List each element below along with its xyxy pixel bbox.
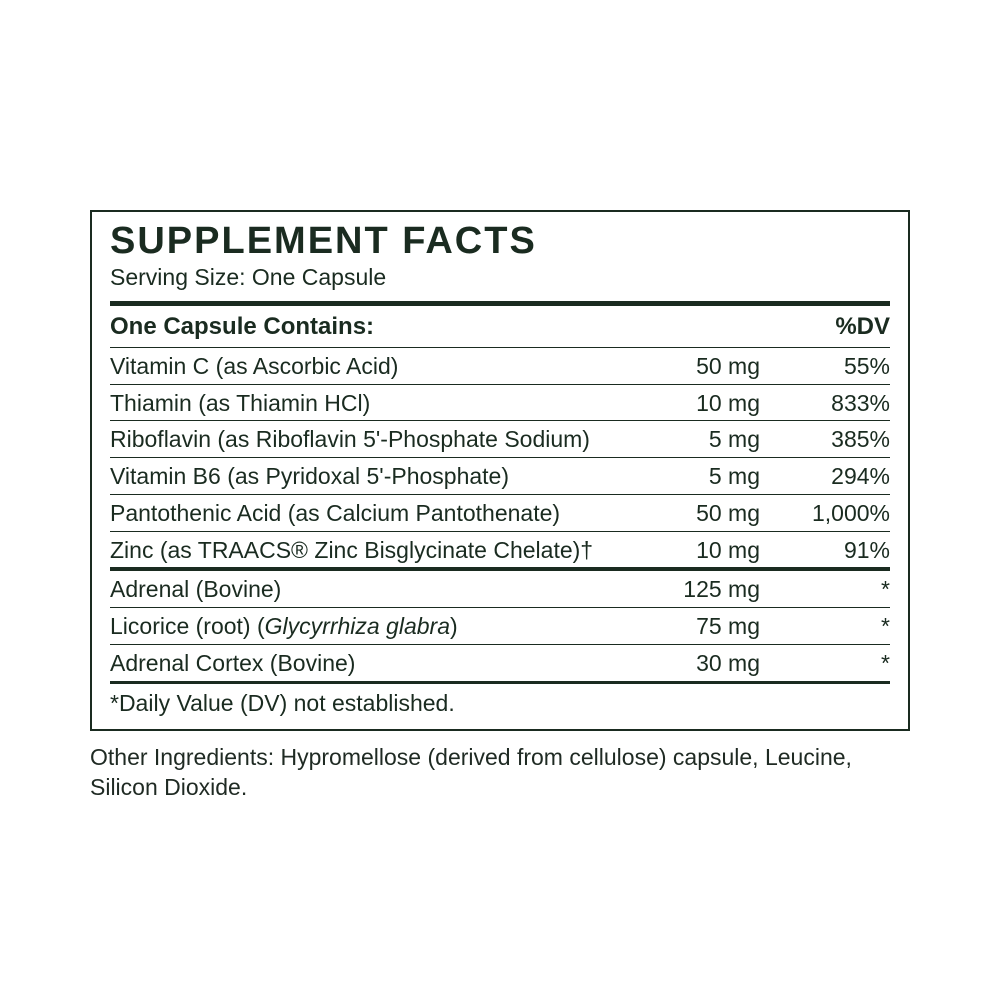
nutrient-amount: 125 mg — [630, 575, 770, 604]
nutrient-amount: 5 mg — [630, 462, 770, 491]
column-header-row: One Capsule Contains: %DV — [110, 306, 890, 347]
nutrient-amount: 10 mg — [630, 389, 770, 418]
nutrient-amount: 50 mg — [630, 352, 770, 381]
dv-footnote: *Daily Value (DV) not established. — [110, 684, 890, 723]
nutrient-row: Riboflavin (as Riboflavin 5'-Phosphate S… — [110, 421, 890, 457]
nutrient-dv: 55% — [770, 352, 890, 381]
nutrient-row: Licorice (root) (Glycyrrhiza glabra)75 m… — [110, 608, 890, 644]
nutrient-name: Riboflavin (as Riboflavin 5'-Phosphate S… — [110, 425, 630, 454]
nutrient-amount: 75 mg — [630, 612, 770, 641]
nutrient-dv: 1,000% — [770, 499, 890, 528]
nutrient-name: Adrenal (Bovine) — [110, 575, 630, 604]
nutrient-group-2: Adrenal (Bovine)125 mg*Licorice (root) (… — [110, 570, 890, 680]
nutrient-dv: * — [770, 649, 890, 678]
supplement-facts-panel: SUPPLEMENT FACTS Serving Size: One Capsu… — [90, 210, 910, 731]
header-name: One Capsule Contains: — [110, 312, 630, 342]
nutrient-amount: 5 mg — [630, 425, 770, 454]
other-ingredients: Other Ingredients: Hypromellose (derived… — [90, 743, 910, 803]
nutrient-dv: 294% — [770, 462, 890, 491]
nutrient-row: Adrenal (Bovine)125 mg* — [110, 571, 890, 607]
nutrient-name: Vitamin B6 (as Pyridoxal 5'-Phosphate) — [110, 462, 630, 491]
nutrient-amount: 30 mg — [630, 649, 770, 678]
nutrient-amount: 10 mg — [630, 536, 770, 565]
nutrient-row: Vitamin B6 (as Pyridoxal 5'-Phosphate)5 … — [110, 458, 890, 494]
nutrient-row: Zinc (as TRAACS® Zinc Bisglycinate Chela… — [110, 532, 890, 568]
panel-title: SUPPLEMENT FACTS — [110, 222, 890, 262]
nutrient-row: Pantothenic Acid (as Calcium Pantothenat… — [110, 495, 890, 531]
nutrient-dv: 91% — [770, 536, 890, 565]
nutrient-name: Zinc (as TRAACS® Zinc Bisglycinate Chela… — [110, 536, 630, 565]
nutrient-dv: * — [770, 575, 890, 604]
nutrient-dv: 833% — [770, 389, 890, 418]
nutrient-row: Adrenal Cortex (Bovine)30 mg* — [110, 645, 890, 681]
nutrient-group-1: Vitamin C (as Ascorbic Acid)50 mg55%Thia… — [110, 347, 890, 568]
header-dv: %DV — [770, 312, 890, 342]
nutrient-row: Thiamin (as Thiamin HCl)10 mg833% — [110, 385, 890, 421]
nutrient-dv: * — [770, 612, 890, 641]
nutrient-row: Vitamin C (as Ascorbic Acid)50 mg55% — [110, 348, 890, 384]
nutrient-dv: 385% — [770, 425, 890, 454]
nutrient-amount: 50 mg — [630, 499, 770, 528]
nutrient-name: Thiamin (as Thiamin HCl) — [110, 389, 630, 418]
serving-size: Serving Size: One Capsule — [110, 264, 890, 291]
nutrient-name: Pantothenic Acid (as Calcium Pantothenat… — [110, 499, 630, 528]
nutrient-name: Licorice (root) (Glycyrrhiza glabra) — [110, 612, 630, 641]
nutrient-name: Vitamin C (as Ascorbic Acid) — [110, 352, 630, 381]
nutrient-name: Adrenal Cortex (Bovine) — [110, 649, 630, 678]
